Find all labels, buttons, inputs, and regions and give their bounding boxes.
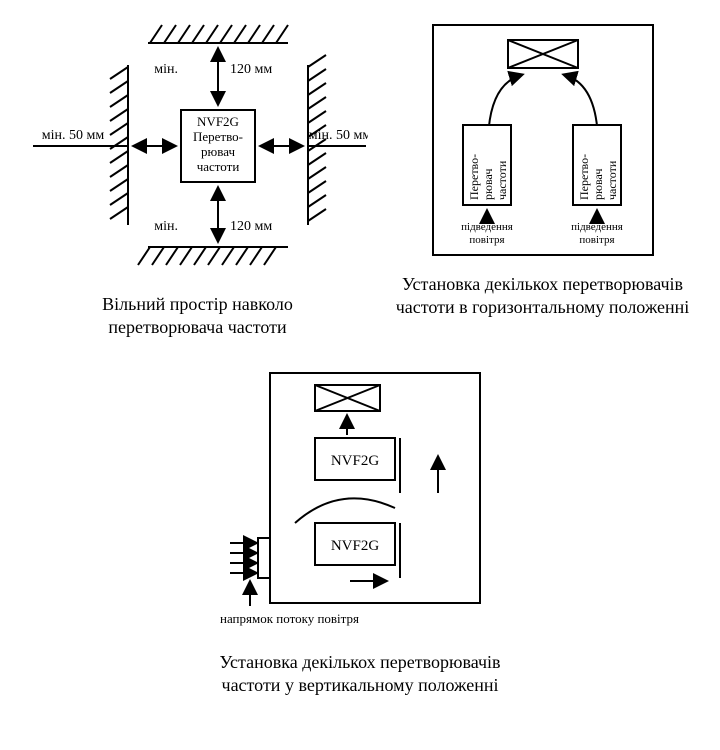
bot-min: мін. — [154, 219, 178, 234]
unit-left-l3: частоти — [495, 160, 509, 200]
svg-text:повітря: повітря — [579, 234, 614, 246]
fig-vertical: NVF2G NVF2G напрямок потоку повітря Уста… — [200, 363, 520, 696]
top-dist: 120 мм — [230, 62, 272, 77]
fig1-caption: Вільний простір навколо перетворювача ча… — [48, 293, 348, 338]
svg-text:повітря: повітря — [469, 234, 504, 246]
fig2-svg: Перетво- рювач частоти Перетво- рювач ча… — [413, 15, 673, 265]
left-label: мін. 50 мм — [41, 128, 104, 143]
airflow-label: напрямок потоку повітря — [220, 611, 359, 626]
top-wall — [148, 25, 288, 43]
right-label: мін. 50 мм — [308, 128, 367, 143]
fig3-caption: Установка декількох перетворювачів часто… — [210, 651, 510, 696]
bot-dist: 120 мм — [230, 219, 272, 234]
fig2-caption: Установка декількох перетворювачів часто… — [393, 273, 693, 318]
unit-right-l1: Перетво- — [577, 154, 591, 200]
fig1-svg: NVF2G Перетво- рювач частоти мін. 120 мм… — [28, 15, 368, 285]
fig-horizontal: Перетво- рювач частоти Перетво- рювач ча… — [393, 15, 693, 318]
svg-text:підведення: підведення — [461, 221, 513, 233]
fig-free-space: NVF2G Перетво- рювач частоти мін. 120 мм… — [28, 15, 368, 338]
svg-text:підведення: підведення — [571, 221, 623, 233]
box-line1: NVF2G — [197, 114, 239, 129]
box-line4: частоти — [196, 159, 239, 174]
box-line3: рювач — [201, 144, 235, 159]
box-top-label: NVF2G — [331, 453, 380, 469]
enclosure3 — [270, 373, 480, 603]
inlet — [258, 538, 270, 578]
box-bottom-label: NVF2G — [331, 538, 380, 554]
unit-left-l2: рювач — [481, 169, 495, 200]
fig3-svg: NVF2G NVF2G напрямок потоку повітря — [200, 363, 520, 643]
unit-right-l2: рювач — [591, 169, 605, 200]
box-line2: Перетво- — [193, 129, 243, 144]
unit-right-l3: частоти — [605, 160, 619, 200]
deflector — [295, 498, 395, 523]
bottom-wall — [138, 247, 288, 265]
unit-left-l1: Перетво- — [467, 154, 481, 200]
top-min: мін. — [154, 62, 178, 77]
